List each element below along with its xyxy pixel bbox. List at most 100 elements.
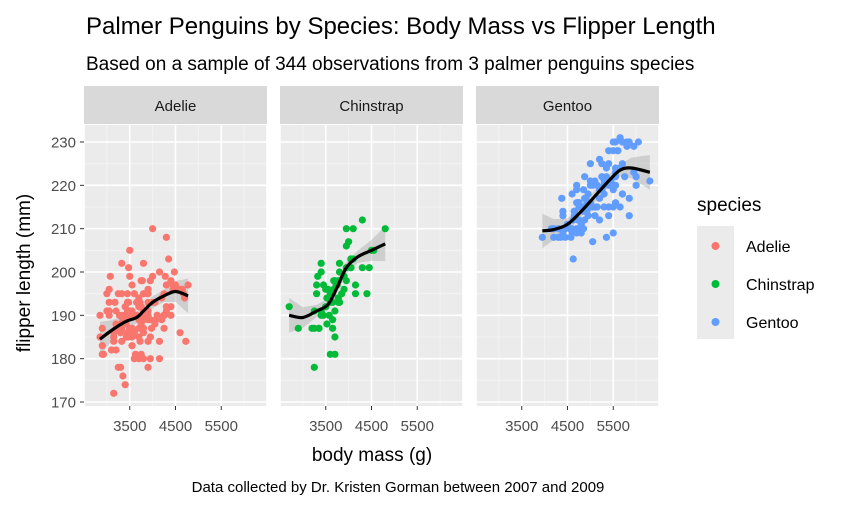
data-point [602,164,610,172]
data-point [317,311,325,319]
legend-label: Gentoo [746,315,799,332]
data-point [119,372,127,380]
chart-caption: Data collected by Dr. Kristen Gorman bet… [192,479,605,496]
smooth-trend-line [288,242,386,320]
data-point [581,216,589,224]
legend-key [711,242,720,250]
data-point [160,324,168,332]
y-axis-title: flipper length (mm) [14,194,35,352]
data-point [618,190,627,198]
legend-item-adelie: Adelie [711,239,791,256]
data-point [338,290,346,298]
facet-chinstrap: Chinstrap 3500 4500 5500 [279,86,464,435]
data-point [162,281,170,289]
data-point [331,333,339,341]
smooth-trend-line [542,166,651,233]
data-point [162,303,170,311]
facet-strip [280,86,463,124]
data-point [125,333,133,341]
data-point [558,194,566,202]
data-point [176,329,184,337]
data-point [573,181,581,189]
data-point [294,324,302,332]
data-point [133,298,141,306]
data-point [323,320,331,328]
data-point [567,233,575,241]
data-point [331,307,339,315]
data-point [310,363,318,371]
data-point [117,363,125,371]
data-point [182,337,190,345]
data-point [126,272,134,280]
data-point [147,324,156,332]
data-point [329,324,337,332]
data-point [329,316,337,324]
data-point [121,303,129,311]
data-point [138,277,146,285]
data-point [609,229,617,237]
data-point [579,225,588,233]
data-point [107,346,116,354]
smooth-trend-line [99,289,189,341]
x-tick-label: 4500 [159,418,192,435]
x-axis-title: body mass (g) [312,445,432,466]
data-point [381,225,389,233]
legend-label: Chinstrap [746,277,815,294]
chart-subtitle: Based on a sample of 344 observations fr… [86,54,694,75]
data-point [170,268,178,276]
data-point [130,290,138,298]
legend-item-chinstrap: Chinstrap [711,277,815,294]
data-point [616,203,624,211]
data-point [595,194,604,202]
data-point [574,199,582,207]
data-point [568,190,576,198]
facet-strip [476,86,659,124]
data-point [115,311,124,319]
data-point [602,233,610,241]
data-point [632,173,640,181]
data-point [123,311,132,319]
data-point [130,355,138,363]
data-point [319,281,328,289]
y-tick-label: 220 [51,178,76,195]
x-tick-label: 3500 [505,418,538,435]
data-point [99,350,108,358]
gridlines [475,125,660,406]
data-point [139,259,148,267]
data-point [634,138,643,146]
x-tick-label: 5500 [597,418,630,435]
legend-label: Adelie [746,239,791,256]
data-point [184,281,192,289]
data-point [625,194,633,202]
data-point [118,290,126,298]
y-axis: 170 180 190 200 210 220 230 [51,135,84,412]
x-tick-label: 5500 [401,418,434,435]
data-point [146,333,154,341]
y-tick-label: 200 [51,265,76,282]
y-tick-label: 230 [51,135,76,152]
x-tick-label: 4500 [551,418,584,435]
data-point [605,212,613,220]
data-point [575,216,583,224]
data-point [160,311,168,319]
y-tick-label: 190 [51,308,76,325]
data-point [118,337,126,345]
legend-key [711,280,720,288]
data-point [579,186,588,194]
data-point [538,233,546,241]
data-point [152,316,160,324]
facet-strip [84,86,267,124]
x-tick-label: 4500 [355,418,388,435]
data-point [358,264,366,272]
data-point [110,337,118,345]
data-point [103,290,111,298]
data-point [550,233,558,241]
data-point [317,259,325,267]
data-point [600,203,608,211]
data-point [569,255,577,263]
y-axis-title-group: flipper length (mm) [14,194,35,352]
data-point [128,324,136,332]
chart-title: Palmer Penguins by Species: Body Mass vs… [86,13,716,40]
data-point [313,290,321,298]
data-point [351,290,360,298]
